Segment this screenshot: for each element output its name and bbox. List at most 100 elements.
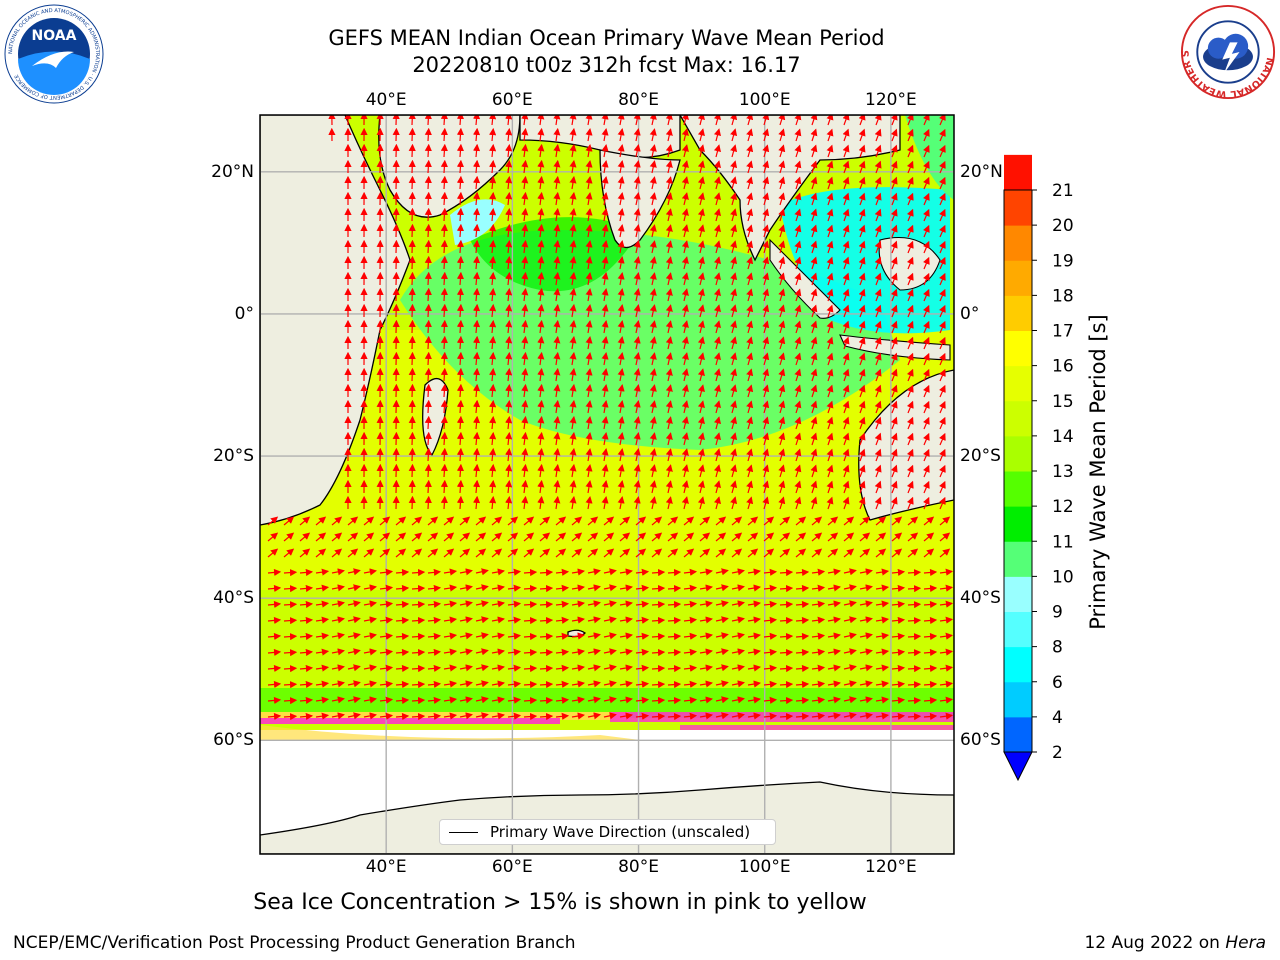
wave-arrow bbox=[810, 160, 818, 174]
wave-arrow bbox=[633, 160, 641, 174]
wave-arrow bbox=[505, 351, 513, 366]
wave-arrow bbox=[697, 224, 705, 238]
wave-arrow bbox=[408, 319, 416, 334]
wave-arrow bbox=[665, 272, 673, 286]
lat-tick-label-left: 40°S bbox=[213, 588, 254, 609]
wave-arrow bbox=[715, 532, 727, 542]
wave-arrow bbox=[440, 415, 448, 430]
wave-arrow bbox=[443, 516, 455, 526]
wave-arrow bbox=[505, 207, 513, 222]
wave-arrow bbox=[489, 415, 497, 430]
wave-arrow bbox=[810, 240, 818, 254]
wave-arrow bbox=[730, 384, 738, 398]
wave-arrow bbox=[810, 208, 818, 222]
wave-arrow bbox=[906, 400, 914, 414]
wave-arrow bbox=[762, 496, 770, 510]
wave-arrow bbox=[681, 384, 689, 398]
wave-arrow bbox=[553, 479, 561, 494]
wave-arrow bbox=[665, 464, 673, 478]
wave-arrow bbox=[874, 416, 882, 430]
wave-arrow bbox=[939, 480, 946, 494]
wave-arrow bbox=[665, 352, 673, 366]
wave-arrow bbox=[906, 416, 914, 430]
wave-arrow bbox=[858, 288, 866, 302]
wave-arrow bbox=[408, 127, 416, 142]
wave-arrow bbox=[665, 320, 673, 334]
wave-arrow bbox=[489, 463, 497, 478]
colorbar-swatch bbox=[1004, 646, 1032, 683]
wave-arrow bbox=[810, 368, 818, 382]
wave-arrow bbox=[649, 400, 657, 414]
wave-arrow bbox=[714, 496, 721, 510]
wave-arrow bbox=[890, 128, 898, 142]
wave-arrow bbox=[587, 516, 599, 526]
wave-arrow bbox=[459, 516, 471, 526]
wave-arrow bbox=[424, 495, 432, 510]
wave-arrow bbox=[681, 224, 689, 238]
wave-arrow bbox=[923, 496, 930, 510]
wave-arrow bbox=[472, 255, 481, 270]
wave-arrow bbox=[665, 480, 673, 494]
wave-arrow bbox=[681, 336, 689, 350]
wave-arrow bbox=[730, 368, 738, 382]
wave-arrow bbox=[569, 415, 577, 430]
wave-arrow bbox=[762, 352, 770, 366]
wave-arrow bbox=[890, 352, 898, 366]
wave-arrow bbox=[569, 143, 577, 158]
wave-arrow bbox=[794, 176, 802, 190]
wave-arrow bbox=[633, 432, 641, 446]
wave-arrow bbox=[939, 256, 946, 270]
wave-arrow bbox=[794, 384, 802, 398]
wave-arrow bbox=[746, 208, 754, 222]
wave-arrow bbox=[491, 532, 503, 542]
wave-arrow bbox=[890, 272, 898, 286]
wave-arrow bbox=[730, 448, 738, 462]
wave-arrow bbox=[649, 352, 657, 366]
wave-arrow bbox=[714, 128, 721, 142]
wave-arrow bbox=[811, 532, 823, 542]
wave-arrow bbox=[681, 208, 689, 222]
wave-arrow bbox=[601, 144, 609, 158]
wave-arrow bbox=[762, 160, 770, 174]
wave-arrow bbox=[507, 516, 519, 526]
wave-arrow bbox=[746, 400, 754, 414]
wave-arrow bbox=[907, 601, 922, 609]
wave-arrow bbox=[601, 192, 609, 206]
wave-arrow bbox=[874, 448, 882, 462]
wave-arrow bbox=[810, 176, 818, 190]
wave-arrow bbox=[906, 448, 914, 462]
wave-arrow bbox=[763, 516, 775, 526]
wave-arrow bbox=[379, 532, 391, 542]
wave-arrow bbox=[283, 713, 298, 721]
wave-arrow bbox=[923, 115, 930, 126]
wave-arrow bbox=[617, 176, 625, 190]
wave-arrow bbox=[537, 191, 545, 206]
wave-arrow bbox=[810, 288, 818, 302]
wave-arrow bbox=[681, 464, 689, 478]
wave-arrow bbox=[585, 384, 593, 398]
wave-arrow bbox=[553, 495, 561, 510]
wave-arrow bbox=[617, 448, 625, 462]
wave-arrow bbox=[553, 303, 561, 318]
wave-arrow bbox=[283, 585, 298, 593]
wave-arrow bbox=[939, 192, 946, 206]
wave-arrow bbox=[585, 240, 593, 254]
wave-arrow bbox=[315, 516, 327, 526]
wave-arrow bbox=[923, 176, 930, 190]
wave-arrow bbox=[649, 272, 657, 286]
wave-arrow bbox=[408, 287, 416, 302]
wave-arrow bbox=[665, 256, 673, 270]
wave-arrow bbox=[585, 336, 593, 350]
wave-arrow bbox=[633, 272, 641, 286]
wave-arrow bbox=[585, 224, 593, 238]
wave-arrow bbox=[521, 335, 529, 350]
wave-arrow bbox=[842, 176, 850, 190]
wave-arrow bbox=[778, 416, 786, 430]
wave-arrow bbox=[810, 128, 818, 142]
wave-arrow bbox=[714, 224, 721, 238]
wave-arrow bbox=[553, 431, 561, 446]
wave-arrow bbox=[923, 384, 930, 398]
wave-arrow bbox=[858, 256, 866, 270]
colorbar-label: Primary Wave Mean Period [s] bbox=[1086, 314, 1110, 630]
legend: Primary Wave Direction (unscaled) bbox=[439, 819, 776, 845]
